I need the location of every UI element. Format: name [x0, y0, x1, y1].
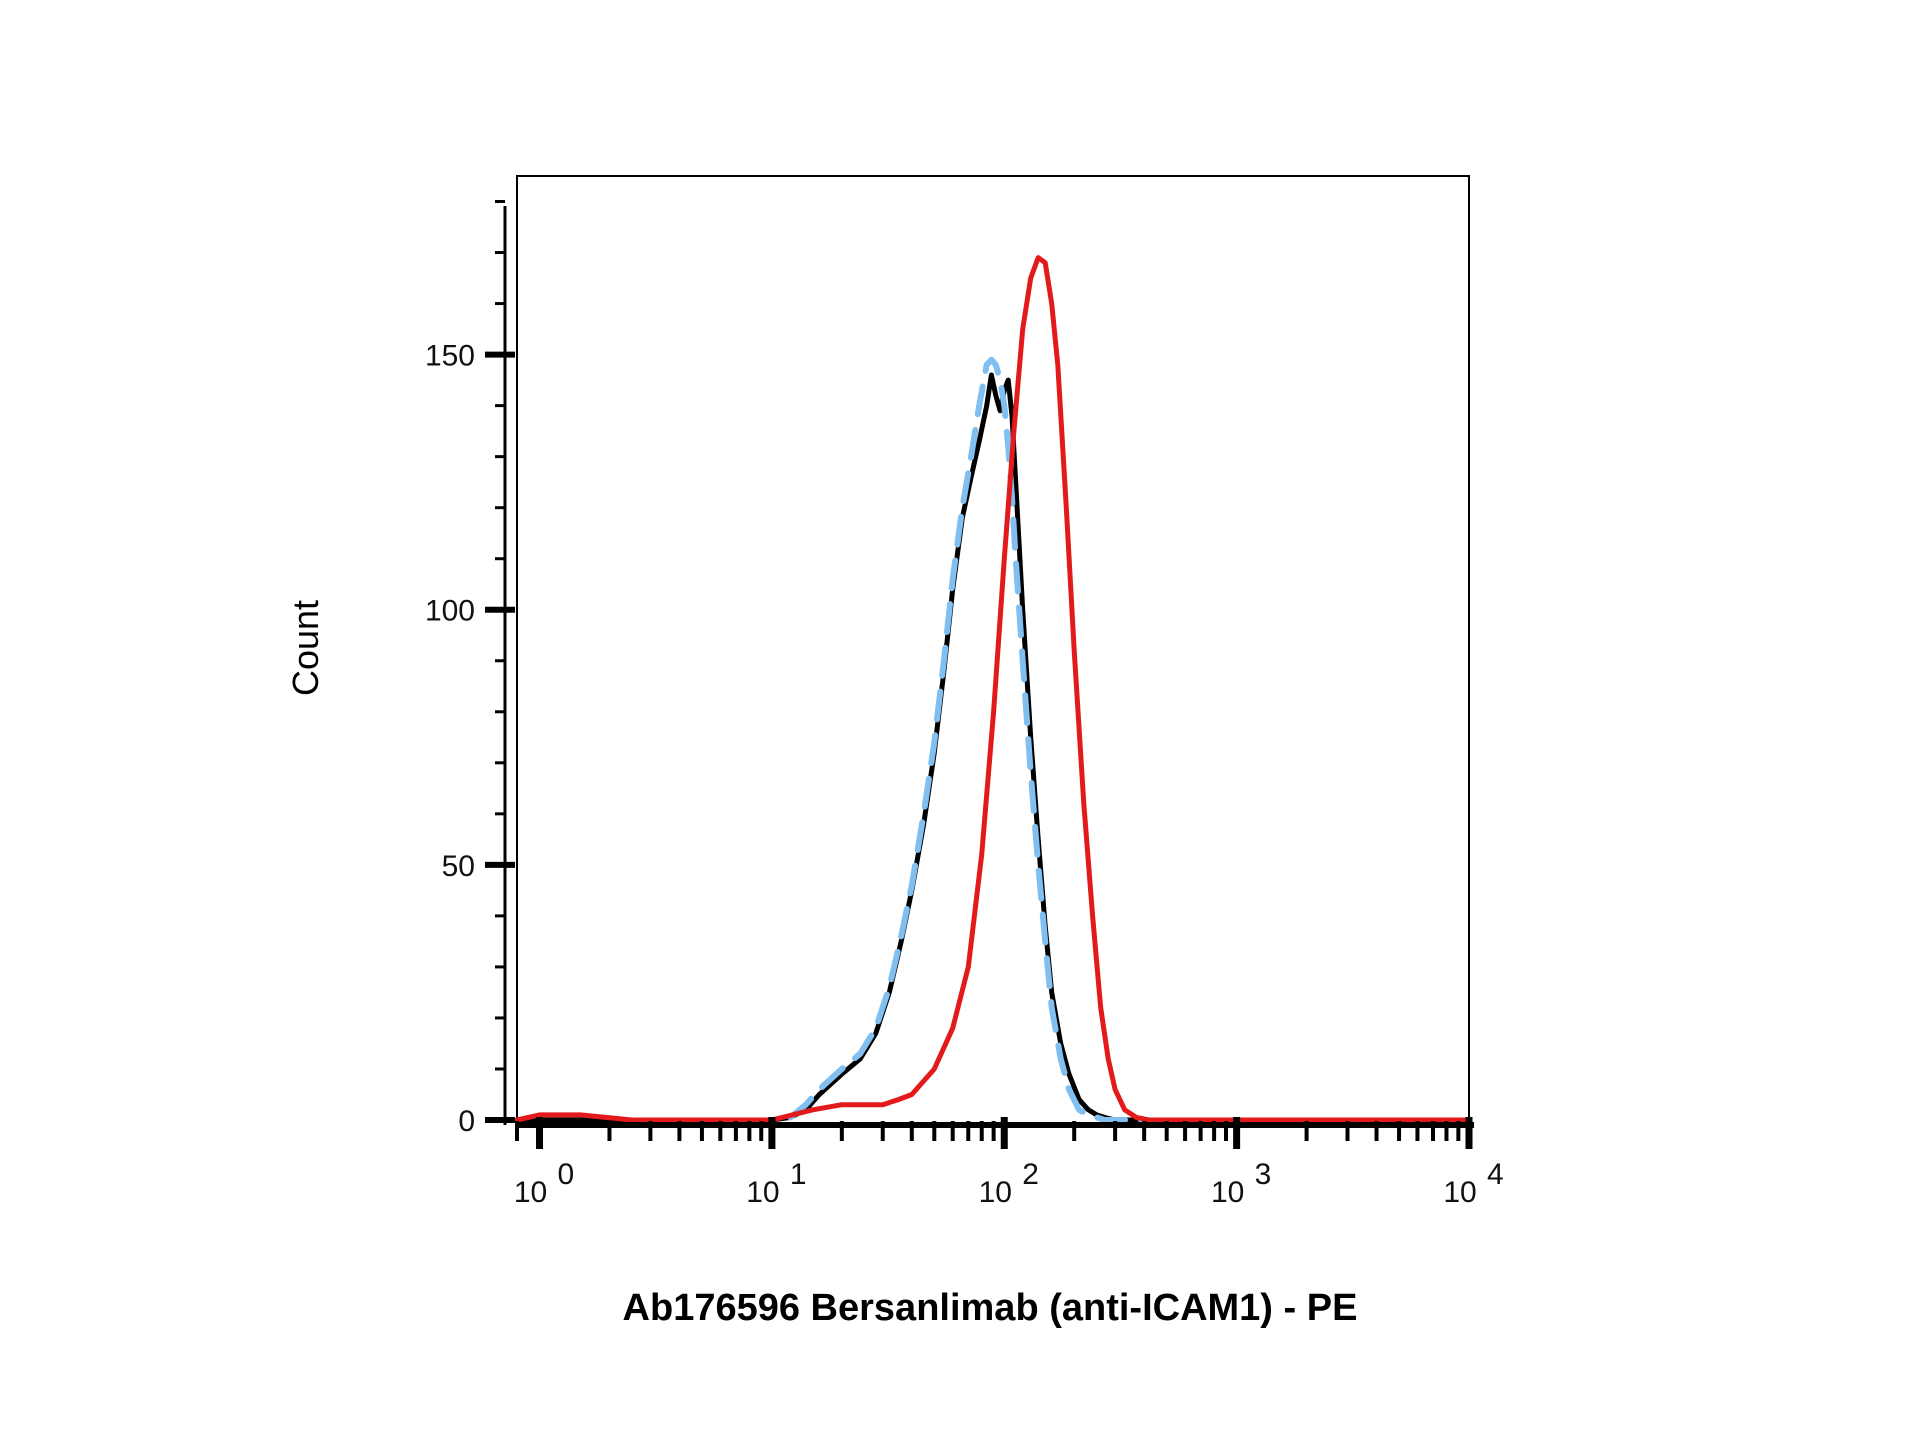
x-tick-label: 10	[514, 1176, 547, 1209]
x-tick-exponent: 3	[1255, 1158, 1272, 1191]
x-tick-label: 10	[746, 1176, 779, 1209]
x-tick-label: 10	[1443, 1176, 1476, 1209]
x-tick-label: 10	[979, 1176, 1012, 1209]
y-axis-title: Count	[285, 600, 326, 696]
x-axis-title: Ab176596 Bersanlimab (anti-ICAM1) - PE	[623, 1287, 1358, 1329]
y-tick-label: 150	[425, 340, 475, 373]
series-group	[514, 255, 1472, 1123]
plot-frame	[516, 175, 1470, 1126]
y-axis: 0 50 100 150	[425, 200, 515, 1138]
x-tick-exponent: 4	[1487, 1158, 1504, 1191]
x-tick-exponent: 1	[790, 1158, 807, 1191]
y-tick-label: 50	[442, 850, 475, 883]
series-line-blue-dashed	[787, 356, 1148, 1123]
series-line-red	[514, 255, 1472, 1123]
y-tick-label: 0	[458, 1105, 475, 1138]
x-tick-exponent: 0	[558, 1158, 575, 1191]
y-tick-label: 100	[425, 595, 475, 628]
x-axis: 10 0 10 1 10 2 10 3 10 4	[514, 1117, 1504, 1209]
x-tick-exponent: 2	[1022, 1158, 1039, 1191]
x-tick-label: 10	[1211, 1176, 1244, 1209]
